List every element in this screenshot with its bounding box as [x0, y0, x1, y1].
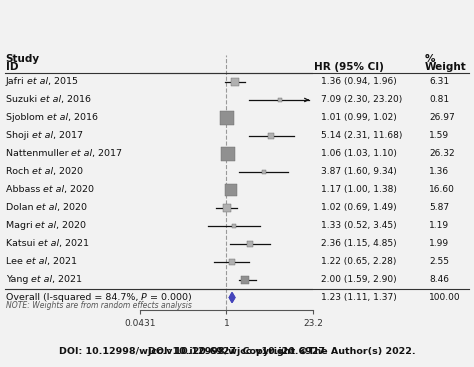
Text: et al: et al — [38, 239, 59, 248]
Text: DOI: 10.12998/wjcc.v10.i20.6927: DOI: 10.12998/wjcc.v10.i20.6927 — [148, 347, 326, 356]
Text: 1.02 (0.69, 1.49): 1.02 (0.69, 1.49) — [321, 203, 397, 212]
Text: Dolan: Dolan — [6, 203, 36, 212]
Text: et al: et al — [32, 131, 53, 141]
Text: Abbass: Abbass — [6, 185, 43, 194]
Text: , 2021: , 2021 — [52, 275, 82, 284]
Text: Overall (I-squared = 84.7%,: Overall (I-squared = 84.7%, — [6, 293, 141, 302]
Text: Yang: Yang — [6, 275, 31, 284]
Text: Shoji: Shoji — [6, 131, 32, 141]
Text: , 2017: , 2017 — [53, 131, 83, 141]
Text: Suzuki: Suzuki — [6, 95, 40, 105]
Text: 1.33 (0.52, 3.45): 1.33 (0.52, 3.45) — [321, 221, 397, 230]
Text: et al: et al — [36, 203, 57, 212]
Text: 6.31: 6.31 — [429, 77, 449, 87]
Text: et al: et al — [71, 149, 92, 158]
Text: et al: et al — [43, 185, 64, 194]
Text: Katsui: Katsui — [6, 239, 38, 248]
Text: Jafri: Jafri — [6, 77, 27, 87]
Text: , 2020: , 2020 — [56, 221, 86, 230]
Text: 26.97: 26.97 — [429, 113, 455, 123]
Text: , 2016: , 2016 — [68, 113, 98, 123]
Text: 1.99: 1.99 — [429, 239, 449, 248]
Text: 2.55: 2.55 — [429, 257, 449, 266]
Text: 1.36 (0.94, 1.96): 1.36 (0.94, 1.96) — [321, 77, 397, 87]
Text: , 2017: , 2017 — [92, 149, 122, 158]
Text: , 2016: , 2016 — [61, 95, 91, 105]
Text: 7.09 (2.30, 23.20): 7.09 (2.30, 23.20) — [321, 95, 402, 105]
Text: 1.01 (0.99, 1.02): 1.01 (0.99, 1.02) — [321, 113, 397, 123]
Text: Weight: Weight — [424, 62, 466, 72]
Text: 2.00 (1.59, 2.90): 2.00 (1.59, 2.90) — [321, 275, 397, 284]
Text: 1.22 (0.65, 2.28): 1.22 (0.65, 2.28) — [321, 257, 397, 266]
Text: Nattenmuller: Nattenmuller — [6, 149, 71, 158]
Text: = 0.000): = 0.000) — [147, 293, 191, 302]
Text: Lee: Lee — [6, 257, 26, 266]
Text: P: P — [141, 293, 147, 302]
Text: et al: et al — [32, 167, 53, 176]
Text: 26.32: 26.32 — [429, 149, 455, 158]
Polygon shape — [229, 292, 235, 302]
Text: 5.14 (2.31, 11.68): 5.14 (2.31, 11.68) — [321, 131, 403, 141]
Text: Sjoblom: Sjoblom — [6, 113, 46, 123]
Text: 0.81: 0.81 — [429, 95, 449, 105]
Text: 1.19: 1.19 — [429, 221, 449, 230]
Text: HR (95% CI): HR (95% CI) — [314, 62, 384, 72]
Text: , 2020: , 2020 — [64, 185, 94, 194]
Text: 100.00: 100.00 — [429, 293, 461, 302]
Text: Magri: Magri — [6, 221, 35, 230]
Text: ID: ID — [6, 62, 18, 72]
Text: %: % — [424, 54, 435, 63]
Text: et al: et al — [46, 113, 68, 123]
Text: et al: et al — [26, 257, 46, 266]
Text: , 2015: , 2015 — [48, 77, 78, 87]
Text: 5.87: 5.87 — [429, 203, 449, 212]
Text: et al: et al — [35, 221, 56, 230]
Text: 1.23 (1.11, 1.37): 1.23 (1.11, 1.37) — [321, 293, 397, 302]
Text: 1.59: 1.59 — [429, 131, 449, 141]
Text: , 2021: , 2021 — [46, 257, 77, 266]
Text: 1.06 (1.03, 1.10): 1.06 (1.03, 1.10) — [321, 149, 397, 158]
Text: 2.36 (1.15, 4.85): 2.36 (1.15, 4.85) — [321, 239, 397, 248]
Text: Study: Study — [6, 54, 40, 63]
Text: et al: et al — [40, 95, 61, 105]
Text: et al: et al — [27, 77, 48, 87]
Text: 8.46: 8.46 — [429, 275, 449, 284]
Text: DOI: 10.12998/wjcc.v10.i20.6927  Copyright ©The Author(s) 2022.: DOI: 10.12998/wjcc.v10.i20.6927 Copyrigh… — [59, 347, 415, 356]
Text: et al: et al — [31, 275, 52, 284]
Text: , 2020: , 2020 — [57, 203, 87, 212]
Text: , 2020: , 2020 — [53, 167, 83, 176]
Text: , 2021: , 2021 — [59, 239, 89, 248]
Text: NOTE: Weights are from random effects analysis: NOTE: Weights are from random effects an… — [6, 301, 191, 310]
Text: 16.60: 16.60 — [429, 185, 455, 194]
Text: 3.87 (1.60, 9.34): 3.87 (1.60, 9.34) — [321, 167, 397, 176]
Text: 1.36: 1.36 — [429, 167, 449, 176]
Text: Roch: Roch — [6, 167, 32, 176]
Text: 1.17 (1.00, 1.38): 1.17 (1.00, 1.38) — [321, 185, 397, 194]
